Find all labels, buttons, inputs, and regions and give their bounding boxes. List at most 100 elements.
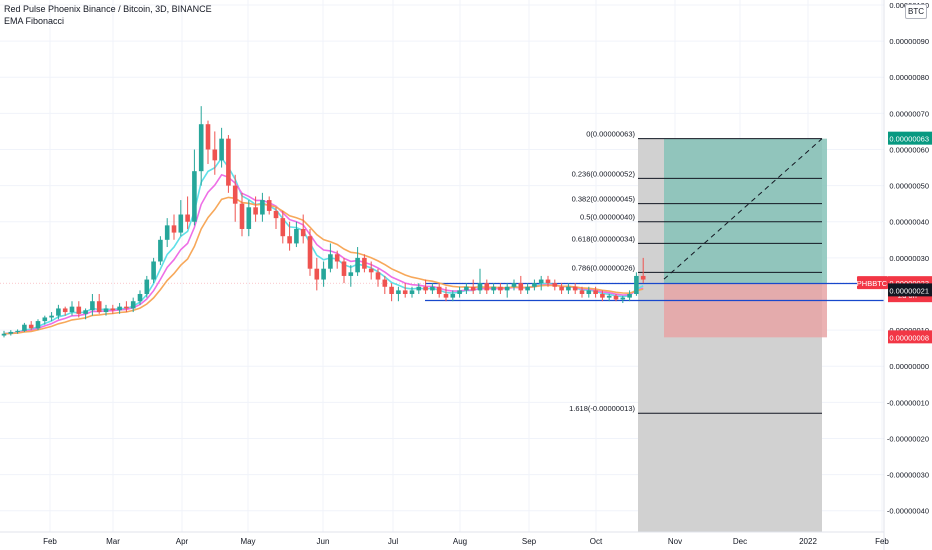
price-tick-label: -0.00000040 xyxy=(887,507,929,516)
symbol-title[interactable]: Red Pulse Phoenix Binance / Bitcoin, 3D,… xyxy=(4,4,212,14)
price-tick-label: 0.00000030 xyxy=(889,254,929,263)
indicator-name[interactable]: EMA Fibonacci xyxy=(4,16,65,26)
candle xyxy=(572,283,578,294)
candle xyxy=(545,275,551,287)
time-tick-label: Dec xyxy=(733,537,747,546)
candle-body xyxy=(307,236,313,269)
price-tick-label: -0.00000020 xyxy=(887,434,929,443)
candle xyxy=(491,283,496,294)
candle-body xyxy=(552,283,558,287)
symbol-tag-text: PHBBTC xyxy=(857,279,888,288)
candle-body xyxy=(477,283,483,291)
horizontal-lines[interactable] xyxy=(425,282,884,302)
fib-level-label: 1.618(-0.00000013) xyxy=(569,404,635,413)
candle xyxy=(552,279,558,291)
candle-body xyxy=(69,306,75,313)
price-tick-label: -0.00000010 xyxy=(887,398,929,407)
time-tick-label: Sep xyxy=(522,537,537,546)
candle xyxy=(212,131,218,175)
fib-level-label: 0.382(0.00000045) xyxy=(572,195,636,204)
candle-body xyxy=(409,290,415,294)
price-tick-label: 0.00000000 xyxy=(889,362,929,371)
candle-body xyxy=(334,254,340,262)
candle-body xyxy=(239,203,245,229)
candle xyxy=(368,261,374,280)
candle-body xyxy=(28,324,34,329)
candle xyxy=(42,315,48,325)
candle xyxy=(416,283,422,294)
candle-body xyxy=(348,272,354,276)
candle-body xyxy=(423,286,428,291)
time-tick-label: Apr xyxy=(176,537,189,546)
candle xyxy=(192,149,197,226)
candle xyxy=(484,279,490,294)
candle-body xyxy=(185,214,190,222)
candle xyxy=(56,304,61,320)
candle xyxy=(396,286,401,302)
candle xyxy=(232,174,238,222)
candle xyxy=(613,293,619,302)
candle xyxy=(239,192,245,237)
candle-body xyxy=(525,286,530,291)
candle xyxy=(280,210,286,244)
candle xyxy=(606,293,612,302)
time-tick-label: Feb xyxy=(875,537,889,546)
candle-body xyxy=(572,286,578,291)
candle xyxy=(355,247,360,276)
candle xyxy=(375,268,381,287)
candle xyxy=(185,196,190,229)
price-tick-label: 0.00000060 xyxy=(889,145,929,154)
price-tick-label: -0.00000030 xyxy=(887,471,929,480)
candle xyxy=(328,243,333,273)
candle-body xyxy=(226,138,231,186)
candle xyxy=(586,286,592,298)
candle-body xyxy=(586,290,592,294)
candle-body xyxy=(273,210,279,219)
candle xyxy=(477,268,483,294)
candle-body xyxy=(375,272,381,280)
fib-retracement-tool[interactable]: 0(0.00000063) 0.236(0.00000052) 0.382(0.00… xyxy=(569,130,822,414)
candle xyxy=(402,283,408,298)
candle-body xyxy=(8,331,14,334)
candle-body xyxy=(484,283,490,291)
price-tag-text: 0.00000021 xyxy=(889,286,929,295)
candle-body xyxy=(450,293,456,298)
candle-body xyxy=(389,286,394,294)
candle xyxy=(124,301,129,313)
candle-body xyxy=(42,317,48,322)
candle-body xyxy=(178,214,184,233)
candle xyxy=(1,330,7,338)
price-tick-label: 0.00000070 xyxy=(889,109,929,118)
candle xyxy=(382,275,388,294)
candle-body xyxy=(192,171,197,222)
candle-body xyxy=(470,286,476,291)
time-tick-label: 2022 xyxy=(799,537,817,546)
currency-button[interactable]: BTC xyxy=(905,4,927,19)
candle-body xyxy=(144,279,150,294)
candle-body xyxy=(117,306,122,311)
candle xyxy=(62,306,68,316)
price-tag-text: 0.00000008 xyxy=(889,333,929,342)
fib-level-label: 0.5(0.00000040) xyxy=(580,213,636,222)
candle xyxy=(22,322,27,332)
candle xyxy=(76,301,82,318)
candle-body xyxy=(457,290,462,294)
candle-body xyxy=(151,261,156,280)
candle xyxy=(28,321,34,331)
candle-body xyxy=(287,236,292,244)
time-tick-label: Jul xyxy=(388,537,398,546)
candle-body xyxy=(137,293,143,302)
candle-body xyxy=(35,321,41,329)
candle xyxy=(341,257,347,284)
candle xyxy=(511,279,517,291)
candle-body xyxy=(538,279,544,284)
candle-body xyxy=(613,295,619,300)
candle xyxy=(498,283,503,294)
candle xyxy=(110,304,116,314)
candle xyxy=(144,275,150,298)
long-position-tool[interactable] xyxy=(638,138,827,533)
candle-body xyxy=(110,308,116,311)
candle xyxy=(423,279,428,294)
candle xyxy=(69,301,75,316)
